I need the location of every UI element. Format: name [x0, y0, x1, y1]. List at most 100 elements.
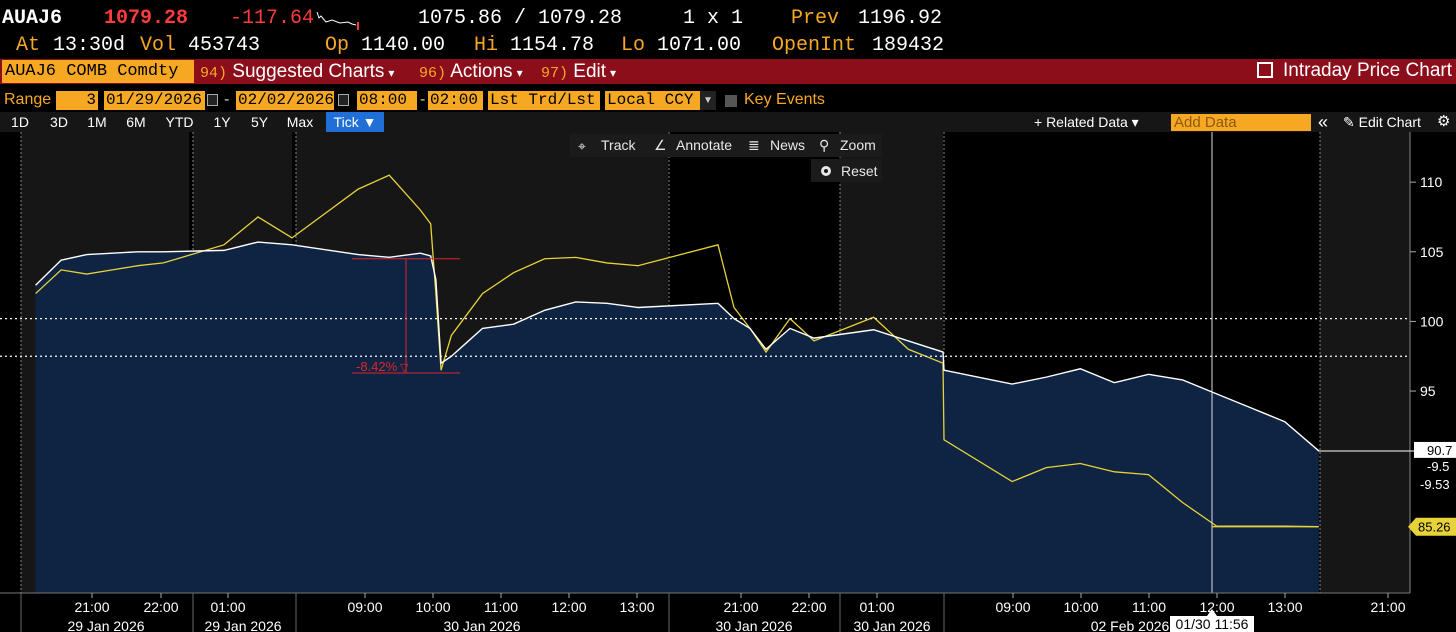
actions-menu[interactable]: 96) Actions ▾ [419, 60, 523, 83]
x-tick-label: 01:00 [210, 599, 245, 615]
window-title[interactable]: Intraday Price Chart [1257, 60, 1452, 82]
annotation-percent: -8.42% [356, 359, 398, 374]
x-tick-label: 10:00 [415, 599, 450, 615]
tab-1y[interactable]: 1Y [213, 114, 231, 130]
high-label: Hi [474, 34, 499, 57]
edit-menu[interactable]: 97) Edit ▾ [541, 60, 616, 83]
session-band [1320, 132, 1410, 593]
related-data-button[interactable]: + Related Data ▾ [1034, 114, 1139, 130]
tab-max[interactable]: Max [286, 114, 314, 130]
at-label: At [16, 34, 41, 57]
window-title-label: Intraday Price Chart [1283, 60, 1452, 81]
reset-label: Reset [841, 163, 878, 179]
zoom-label: Zoom [840, 137, 876, 153]
chart-toolbar [570, 134, 882, 157]
edit-chart-button[interactable]: ✎ Edit Chart [1343, 112, 1421, 132]
prev-close: 1196.92 [858, 7, 943, 30]
x-tick-label: 09:00 [347, 599, 382, 615]
change-annotation: -8.42% ▽ [352, 258, 460, 374]
secondary-last-box [1408, 517, 1456, 536]
add-data-input[interactable]: Add Data [1171, 114, 1311, 131]
annotate-button[interactable]: ∠ Annotate [654, 137, 732, 153]
change-box [1414, 457, 1456, 474]
quote-line-2: At 13:30d Vol 453743 Op 1140.00 Hi 1154.… [0, 33, 1456, 59]
secondary-series-line [35, 174, 1319, 528]
last-price: 1079.28 [104, 7, 189, 30]
menu-number: 94) [200, 65, 228, 82]
menu-label: Edit [573, 61, 607, 82]
x-tick-label: 21:00 [723, 599, 758, 615]
y-tick-label: 110 [1420, 174, 1443, 190]
x-tick-label: 13:00 [1267, 599, 1302, 615]
time-separator: - [420, 91, 426, 108]
tab-ytd[interactable]: YTD [165, 114, 194, 130]
x-tick-label: 21:00 [74, 599, 109, 615]
bid-ask: 1075.86 / 1079.28 [418, 7, 623, 30]
x-date-label: 02 Feb 2026 [1091, 618, 1170, 632]
track-button[interactable]: ⌖ Track [578, 137, 636, 154]
x-tick-label: 22:00 [791, 599, 826, 615]
dropdown-arrow-icon[interactable]: ▼ [700, 91, 716, 110]
start-time-field[interactable]: 08:00 [357, 91, 417, 110]
tab-5y[interactable]: 5Y [250, 114, 269, 130]
zoom-button[interactable]: ⚲ Zoom [819, 137, 876, 153]
open-price: 1140.00 [361, 34, 446, 57]
calendar-icon[interactable] [338, 94, 349, 106]
reset-button[interactable] [811, 159, 882, 182]
news-label: News [770, 137, 805, 153]
collapse-icon[interactable]: « [1318, 112, 1329, 132]
low-price: 1071.00 [657, 34, 742, 57]
tab-tick[interactable]: Tick ▼ [326, 112, 384, 132]
tab-1m[interactable]: 1M [87, 114, 107, 130]
range-label: Range [4, 91, 52, 108]
pen-icon: ∠ [654, 137, 667, 153]
x-axis: 21:00 22:00 01:00 09:00 10:00 11:00 12:00 13:00… [0, 592, 1456, 632]
pencil-icon: ✎ [1343, 114, 1355, 130]
range-row: Range 3 01/29/2026 - 02/02/2026 08:00 - … [0, 90, 1456, 112]
menu-number: 96) [419, 65, 447, 82]
suggested-charts-menu[interactable]: 94) Suggested Charts ▾ [200, 60, 394, 83]
change-label: -9.53 [1420, 477, 1450, 492]
gear-icon[interactable]: ⚙ [1437, 113, 1451, 130]
range-count-field[interactable]: 3 [56, 91, 98, 110]
series-lines [35, 174, 1320, 528]
y-tick-label: 95 [1420, 383, 1436, 399]
x-tick-label: 01:00 [859, 599, 894, 615]
key-events-checkbox[interactable] [725, 95, 737, 107]
intraday-price-chart[interactable]: -8.42% ▽ 95 100 105 110 90.7-9.5 -9.53 85.26 21… [0, 132, 1456, 632]
menu-label: Actions [450, 61, 513, 82]
start-date-field[interactable]: 01/29/2026 [104, 91, 205, 110]
primary-series-line [35, 241, 1320, 452]
calendar-icon[interactable] [207, 94, 218, 106]
title-bar: AUAJ6 COMB Comdty 94) Suggested Charts ▾ … [0, 59, 1456, 84]
annotate-label: Annotate [676, 137, 732, 153]
reset-icon-center [824, 169, 828, 173]
end-date-field[interactable]: 02/02/2026 [236, 91, 334, 110]
news-button[interactable]: ≣ News [748, 137, 805, 153]
magnifier-icon: ⚲ [819, 137, 829, 153]
trade-time: 13:30d [53, 34, 126, 57]
tab-6m[interactable]: 6M [126, 114, 146, 130]
tab-1d[interactable]: 1D [11, 114, 29, 130]
price-type-select[interactable]: Lst Trd/Lst P [488, 91, 600, 110]
menu-label: Suggested Charts [232, 61, 385, 82]
tab-3d[interactable]: 3D [50, 114, 68, 130]
crosshair-icon: ⌖ [578, 138, 586, 154]
x-date-label: 29 Jan 2026 [67, 618, 144, 632]
quote-line-1: AUAJ6 1079.28 -117.64 1075.86 / 1079.28 … [0, 4, 1456, 30]
x-date-label: 30 Jan 2026 [853, 618, 930, 632]
currency-select[interactable]: Local CCY [605, 91, 700, 110]
caret-down-icon: ▾ [516, 66, 523, 80]
x-tick-label: 11:00 [484, 599, 518, 615]
end-time-field[interactable]: 02:00 [428, 91, 483, 110]
triangle-down-icon: ▽ [400, 361, 409, 374]
primary-area-fill [35, 242, 1319, 593]
key-events-label: Key Events [744, 91, 825, 108]
primary-last-label: 90.7 [1427, 443, 1452, 458]
net-change: -117.64 [230, 7, 315, 30]
news-icon: ≣ [748, 137, 760, 153]
prev-label: Prev [791, 7, 840, 30]
volume: 453743 [188, 34, 261, 57]
security-field[interactable]: AUAJ6 COMB Comdty [2, 60, 194, 83]
x-date-label: 30 Jan 2026 [715, 618, 792, 632]
